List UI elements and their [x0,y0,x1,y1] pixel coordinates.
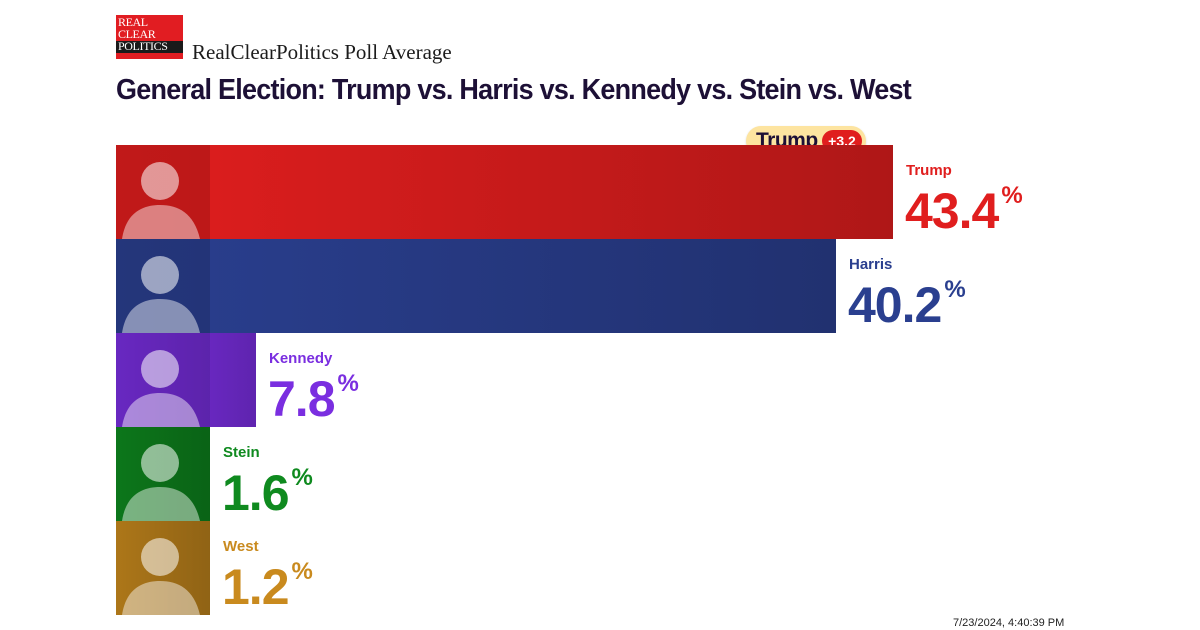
logo-line-2: CLEAR [118,26,156,41]
value-stein: 1.6% [222,465,313,521]
value-kennedy: 7.8% [268,371,359,427]
label-west: West [223,538,259,555]
bar-trump [116,145,893,239]
chart-title: General Election: Trump vs. Harris vs. K… [116,74,912,106]
bar-harris [116,239,836,333]
value-unit-harris: % [944,276,965,303]
brand-name: RealClearPolitics Poll Average [192,40,452,64]
label-stein: Stein [223,444,260,461]
candidate-photo-west [116,521,210,615]
value-number-kennedy: 7.8 [268,371,336,427]
bar-stein [116,427,210,521]
value-unit-west: % [291,558,313,585]
value-unit-kennedy: % [337,370,359,397]
logo-line-1: REAL [118,15,148,29]
value-harris: 40.2% [848,277,966,333]
value-number-west: 1.2 [222,559,290,615]
value-unit-stein: % [291,464,313,491]
logo-line-3: POLITICS [116,40,183,53]
candidate-photo-stein [116,427,210,521]
label-kennedy: Kennedy [269,350,333,367]
value-number-harris: 40.2 [848,277,942,333]
value-unit-trump: % [1001,182,1022,209]
bar-west [116,521,210,615]
value-trump: 43.4% [905,183,1023,239]
timestamp: 7/23/2024, 4:40:39 PM [953,617,1065,629]
value-number-trump: 43.4 [905,183,999,239]
rcp-logo: REAL CLEAR POLITICS [116,15,183,59]
value-west: 1.2% [222,559,313,615]
bar-kennedy [116,333,256,427]
label-harris: Harris [849,256,893,273]
candidate-photo-kennedy [116,333,210,427]
label-trump: Trump [906,162,952,179]
candidate-photo-harris [116,239,210,333]
value-number-stein: 1.6 [222,465,290,521]
candidate-photo-trump [116,145,210,239]
